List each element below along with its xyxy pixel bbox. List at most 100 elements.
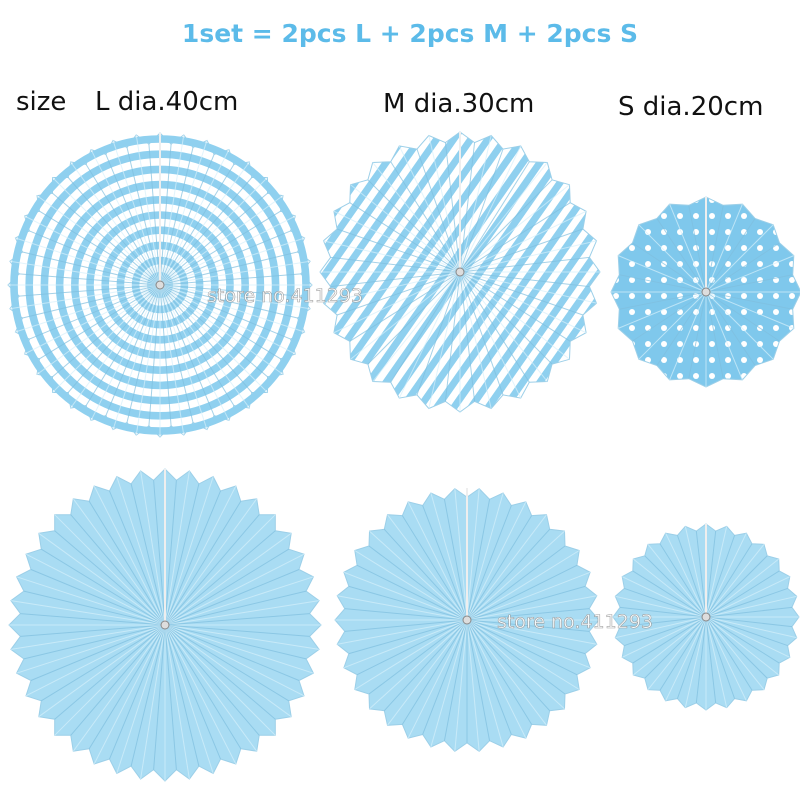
fan-fold — [159, 149, 230, 286]
fan-fold — [466, 619, 533, 725]
fan-fold — [466, 619, 547, 726]
fan-fold — [126, 284, 161, 423]
fan-fold — [153, 624, 166, 770]
fan-fold — [354, 619, 468, 690]
fan-fold — [705, 606, 793, 618]
fan-fold — [159, 161, 250, 286]
fan-fold — [401, 515, 468, 621]
fan-fold — [164, 624, 300, 681]
fan-fold — [116, 624, 166, 774]
fan-fold — [669, 204, 707, 293]
fan-fold — [705, 616, 788, 647]
fan-fold — [22, 284, 161, 319]
fan-fold — [148, 144, 161, 286]
fan-fold — [459, 271, 590, 288]
fan-fold — [466, 571, 591, 621]
fan-fold — [466, 585, 586, 621]
fan-fold — [19, 273, 161, 286]
paper-fan — [319, 131, 601, 413]
fan-fold — [336, 228, 461, 273]
fan-fold — [632, 242, 707, 293]
fan-fold — [705, 291, 774, 360]
fan-fold — [323, 240, 461, 273]
fan-fold — [372, 162, 461, 273]
fan-fold — [659, 616, 707, 691]
fan-fold — [52, 177, 161, 286]
fan-fold — [695, 530, 707, 618]
fan-fold — [705, 616, 736, 699]
fan-fold — [459, 148, 504, 273]
fan-fold — [466, 619, 590, 632]
fan-fold — [705, 291, 794, 329]
fan-fold — [24, 215, 161, 286]
paper-fan — [610, 196, 800, 388]
fan-fold — [164, 483, 200, 626]
fan-fold — [459, 161, 530, 273]
fan-fold — [24, 284, 161, 355]
fan-fold — [466, 488, 480, 621]
fan-fold — [466, 619, 566, 695]
fan-fold — [466, 619, 565, 710]
fan-fold — [459, 162, 548, 273]
fan-fold — [466, 619, 504, 748]
fan-fold — [459, 271, 571, 342]
fan-fold — [665, 616, 707, 702]
fan-fold — [164, 501, 242, 626]
paper-fan — [8, 468, 322, 782]
fan-fold — [159, 154, 215, 286]
fan-fold — [164, 624, 307, 660]
fan-fold — [705, 532, 747, 618]
fan-fold — [159, 147, 194, 286]
fan-fold — [705, 570, 780, 618]
fan-fold — [54, 530, 166, 626]
fan-fold — [367, 271, 461, 365]
fan-fold — [619, 274, 707, 293]
fan-fold — [705, 616, 791, 658]
fan-center — [701, 612, 711, 622]
fan-fold — [705, 587, 788, 618]
fan-fold — [369, 530, 468, 621]
fan-fold — [159, 284, 305, 333]
fan-fold — [466, 595, 597, 621]
fan-fold — [36, 284, 161, 375]
fan-fold — [164, 624, 258, 752]
fan-fold — [323, 271, 461, 304]
fan-fold — [459, 271, 570, 360]
fan-fold — [688, 291, 707, 379]
fan-fold — [705, 616, 753, 691]
fan-fold — [705, 616, 780, 676]
fan-fold — [665, 532, 707, 618]
fan-fold — [159, 284, 253, 393]
fan-fold — [164, 530, 276, 626]
fan-fold — [705, 543, 765, 618]
fan-fold — [23, 590, 166, 626]
fan-fold — [112, 140, 161, 286]
fan-fold — [25, 553, 166, 626]
fan-fold — [159, 140, 208, 286]
fan-fold — [70, 624, 166, 736]
fan-fold — [164, 624, 276, 720]
fan-fold — [350, 271, 461, 360]
fan-fold — [459, 271, 504, 396]
fan-fold — [164, 470, 190, 626]
fan-fold — [164, 514, 276, 626]
fan-fold — [398, 145, 461, 273]
fan-fold — [466, 619, 491, 741]
fan-fold — [454, 619, 468, 752]
fan-center — [455, 267, 465, 277]
fan-fold — [656, 291, 707, 366]
fan-fold — [164, 624, 237, 765]
fan-fold — [22, 251, 161, 286]
fan-fold — [105, 154, 161, 286]
fan-fold — [466, 530, 565, 621]
fan-fold — [705, 558, 780, 618]
paper-fan — [612, 523, 800, 711]
fan-fold — [164, 553, 305, 626]
fan-fold — [618, 291, 707, 329]
fan-fold — [159, 284, 296, 355]
fan-fold — [390, 161, 461, 273]
fan-fold — [70, 514, 166, 626]
fan-fold — [52, 192, 161, 286]
fan-fold — [343, 571, 468, 621]
fan-fold — [459, 271, 492, 409]
